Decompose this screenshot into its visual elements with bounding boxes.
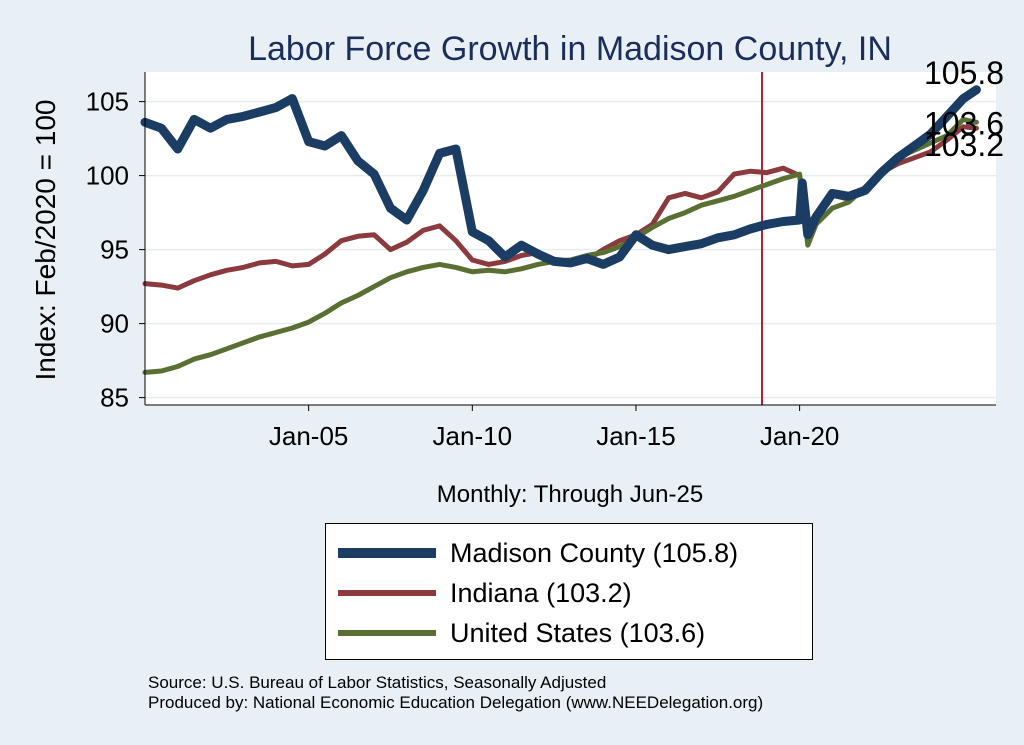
y-axis-label: Index: Feb/2020 = 100	[30, 100, 61, 381]
legend-label-united-states: United States (103.6)	[450, 617, 706, 648]
legend-label-madison-county: Madison County (105.8)	[450, 537, 739, 568]
legend-item-madison-county: Madison County (105.8)	[338, 538, 738, 568]
legend: Madison County (105.8) Indiana (103.2) U…	[325, 523, 813, 660]
x-axis-label: Monthly: Through Jun-25	[437, 481, 703, 508]
produced-by-line: Produced by: National Economic Education…	[148, 693, 764, 712]
source-note: Source: U.S. Bureau of Labor Statistics,…	[148, 673, 763, 713]
y-tick-label: 100	[86, 161, 129, 191]
x-ticks: Jan-05 Jan-10 Jan-15 Jan-20	[269, 405, 839, 451]
legend-swatch-madison-county	[338, 548, 436, 558]
source-line: Source: U.S. Bureau of Labor Statistics,…	[148, 673, 607, 692]
legend-item-indiana: Indiana (103.2)	[338, 578, 632, 608]
end-label-united-states: 103.6	[924, 105, 1004, 141]
legend-label-indiana: Indiana (103.2)	[450, 577, 632, 608]
y-tick-label: 85	[100, 383, 129, 413]
y-tick-label: 95	[100, 235, 129, 265]
plot-area	[145, 72, 996, 405]
legend-swatch-united-states	[338, 630, 436, 636]
x-tick-label: Jan-15	[596, 421, 676, 451]
y-tick-label: 105	[86, 87, 129, 117]
legend-item-united-states: United States (103.6)	[338, 618, 705, 648]
legend-swatch-indiana	[338, 590, 436, 596]
chart-title: Labor Force Growth in Madison County, IN	[248, 30, 892, 68]
y-ticks: 85 90 95 100 105	[86, 87, 145, 413]
series-lines	[140, 85, 981, 375]
end-label-indiana: 103.2	[924, 127, 1004, 163]
series-line-madison-county	[140, 85, 981, 269]
y-tick-label: 90	[100, 309, 129, 339]
gridlines	[145, 100, 996, 399]
end-label-madison-county: 105.8	[924, 55, 1004, 91]
x-tick-label: Jan-05	[269, 421, 349, 451]
x-tick-label: Jan-10	[433, 421, 513, 451]
x-tick-label: Jan-20	[760, 421, 840, 451]
